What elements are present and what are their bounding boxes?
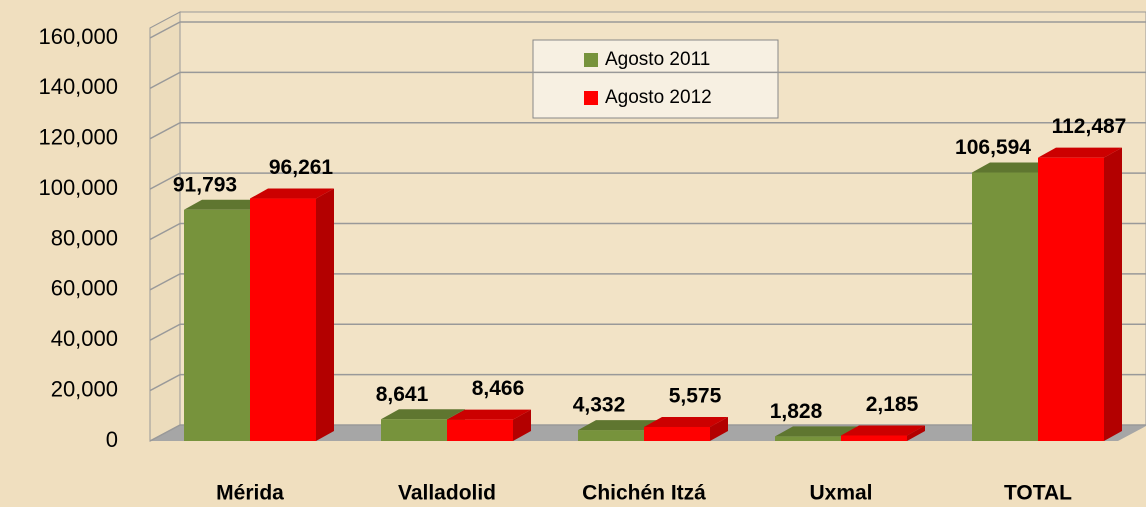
y-tick-label: 40,000 [51,326,118,351]
x-tick-label: Mérida [216,482,284,505]
y-tick-label: 100,000 [38,175,118,200]
x-tick-label: Valladolid [398,482,496,505]
legend-box [532,39,779,119]
legend-label: Agosto 2012 [605,87,712,108]
value-label: 5,575 [669,385,722,408]
bar [578,430,644,441]
bar [447,419,513,441]
value-label: 96,261 [269,156,334,179]
bar [381,419,447,441]
y-tick-label: 160,000 [38,24,118,49]
bar [1038,157,1104,441]
y-tick-label: 120,000 [38,125,118,150]
bar [841,435,907,441]
value-label: 8,466 [472,377,525,400]
bar-side [710,416,728,441]
bar-top [447,409,531,420]
value-label: 112,487 [1052,115,1127,138]
bar-top [972,162,1056,173]
bar-top [841,425,925,436]
value-label: 4,332 [573,394,626,417]
bar [184,209,250,441]
bar-side [513,409,531,441]
y-tick-label: 0 [106,427,118,452]
grid-line [149,21,181,39]
y-tick-label: 60,000 [51,276,118,301]
bar [644,426,710,441]
grid-line [149,122,181,140]
value-label: 8,641 [376,383,429,406]
value-label: 1,828 [770,400,823,423]
grid-line [149,172,181,190]
bar-top [775,426,859,437]
bar [972,172,1038,441]
y-tick-label: 140,000 [38,74,118,99]
grid-line [149,222,181,241]
value-label: 2,185 [866,393,919,416]
bar-side [316,188,334,441]
grid-line [149,273,181,291]
x-tick-label: Uxmal [809,482,872,505]
grid-line [149,373,181,392]
bar-top [250,188,334,199]
x-tick-label: Chichén Itzá [582,482,706,505]
legend-label: Agosto 2011 [605,49,710,70]
y-tick-label: 80,000 [51,225,118,250]
grid-line [149,71,181,90]
value-label: 106,594 [955,136,1031,159]
x-tick-label: TOTAL [1004,482,1072,505]
bar [250,198,316,441]
bar-top [1038,147,1122,158]
legend-swatch [584,91,598,105]
bar-side [907,425,925,441]
bar-top [644,416,728,427]
bar-top [381,409,465,420]
legend-swatch [584,53,598,67]
y-tick-label: 20,000 [51,376,118,401]
bar [775,436,841,441]
grid-line [149,323,181,341]
bar-side [1104,147,1122,441]
grid-line [149,424,181,442]
bar-top [184,199,268,210]
value-label: 91,793 [173,173,237,196]
bar-top [578,420,662,431]
